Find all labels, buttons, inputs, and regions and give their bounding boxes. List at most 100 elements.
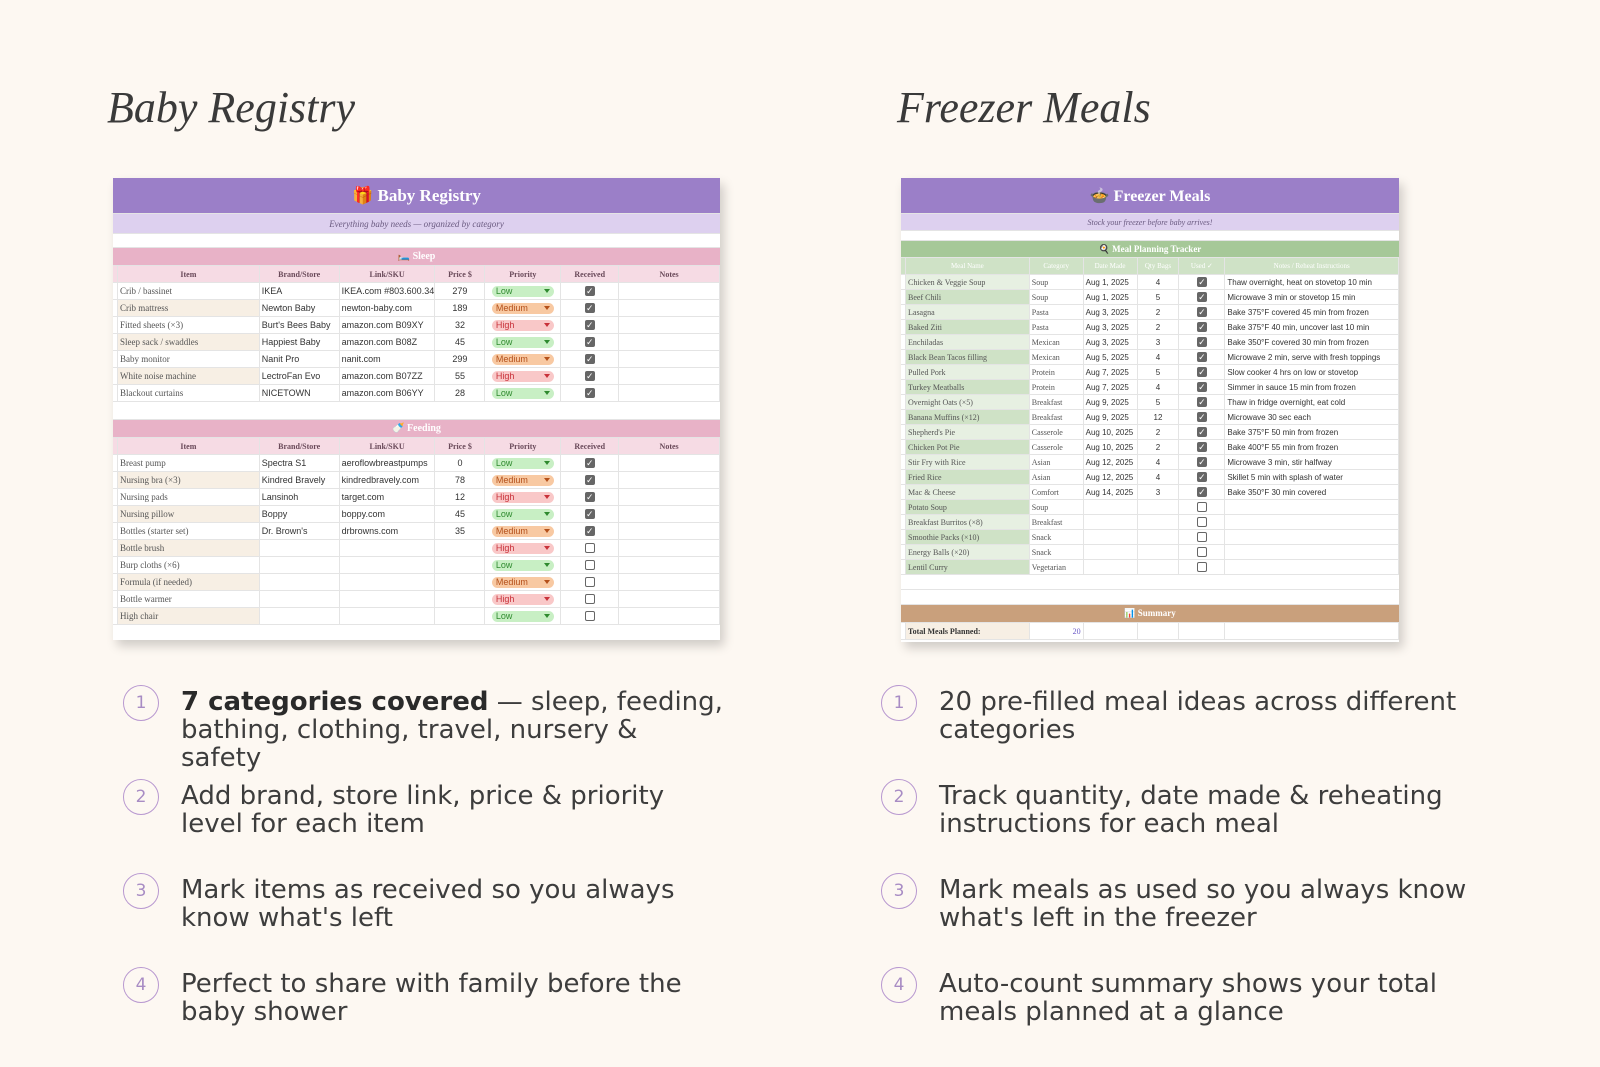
cell: Aug 10, 2025 — [1084, 425, 1138, 439]
cell: Microwave 30 sec each — [1225, 410, 1399, 424]
sheet-row: Nursing bra (×3) Kindred Bravely kindredbr… — [113, 472, 720, 489]
dropdown-arrow — [543, 357, 550, 361]
cell — [901, 560, 906, 574]
cell — [113, 317, 118, 333]
cell: 4 — [1138, 350, 1180, 364]
sheet-row: Fitted sheets (×3) Burt's Bees Baby amazon… — [113, 317, 720, 334]
feature-body: Track quantity, date made & reheating in… — [939, 781, 1443, 839]
cell: Bottle warmer — [118, 591, 260, 607]
registry-sheet: 🎁 Baby Registry Everything baby needs — o… — [113, 178, 720, 640]
cell: Asian — [1030, 455, 1084, 469]
cell — [340, 608, 436, 624]
priority-label: High — [495, 371, 515, 381]
cell: Newton Baby — [260, 300, 340, 316]
priority-label: Low — [495, 509, 513, 519]
dropdown-arrow — [543, 323, 550, 327]
priority-pill: Low — [491, 387, 554, 399]
sheet-subtitle: Stock your freezer before baby arrives! — [901, 214, 1399, 231]
cell: amazon.com B09XY — [340, 317, 436, 333]
cell: Price $ — [435, 438, 486, 454]
checkbox — [584, 594, 595, 604]
checkbox-checked: ✓ — [1196, 486, 1207, 497]
cell — [619, 351, 720, 367]
cell — [340, 540, 436, 556]
cell — [901, 440, 906, 454]
sheet-row — [113, 234, 720, 248]
cell: Medium — [485, 574, 562, 590]
checkbox-checked: ✓ — [1196, 441, 1207, 452]
sheet-row: Lentil Curry Vegetarian — [901, 560, 1399, 575]
cell: Brand/Store — [260, 438, 340, 454]
cell: Overnight Oats (×5) — [906, 395, 1030, 409]
cell: Aug 12, 2025 — [1084, 455, 1138, 469]
priority-pill: Medium — [491, 525, 554, 537]
feature-body: Perfect to share with family before the … — [181, 969, 682, 1027]
sheet-row — [113, 402, 720, 420]
sheet-row: Bottles (starter set) Dr. Brown's drbrowns… — [113, 523, 720, 540]
cell: 2 — [1138, 425, 1180, 439]
cell — [1225, 560, 1399, 574]
sheet-row: Overnight Oats (×5) Breakfast Aug 9, 2025 5… — [901, 395, 1399, 410]
cell: target.com — [340, 489, 436, 505]
cell: Link/SKU — [340, 438, 436, 454]
cell: Soup — [1030, 275, 1084, 289]
sheet-row: Sleep sack / swaddles Happiest Baby amazon… — [113, 334, 720, 351]
cell: Mac & Cheese — [906, 485, 1030, 499]
cell: Bake 375°F 50 min from frozen — [1225, 425, 1399, 439]
checkbox-checked: ✓ — [584, 336, 595, 347]
dropdown-arrow — [543, 461, 550, 465]
cell: 32 — [435, 317, 486, 333]
cell: Aug 3, 2025 — [1084, 305, 1138, 319]
feature-item: 1 7 categories covered — sleep, feeding, … — [123, 685, 723, 772]
cell: ✓ — [1179, 275, 1226, 289]
cell — [561, 608, 620, 624]
sheet-row: Potato Soup Soup — [901, 500, 1399, 515]
cell — [113, 300, 118, 316]
priority-label: Low — [495, 286, 513, 296]
cell: Thaw in fridge overnight, eat cold — [1225, 395, 1399, 409]
checkbox-checked: ✓ — [1196, 471, 1207, 482]
checkbox — [1196, 562, 1207, 572]
cell — [435, 574, 486, 590]
cell — [561, 540, 620, 556]
checkbox-checked: ✓ — [1196, 336, 1207, 347]
sheet-row: Enchiladas Mexican Aug 3, 2025 3 ✓ Bake 350°F… — [901, 335, 1399, 350]
cell: Pasta — [1030, 305, 1084, 319]
dropdown-arrow — [543, 495, 550, 499]
cell: Nanit Pro — [260, 351, 340, 367]
checkbox-checked: ✓ — [584, 370, 595, 381]
cell: Casserole — [1030, 425, 1084, 439]
checkbox-checked: ✓ — [584, 302, 595, 313]
cell: Aug 3, 2025 — [1084, 320, 1138, 334]
bar-text: 🎁 Baby Registry — [352, 185, 481, 205]
cell: Price $ — [435, 266, 486, 282]
cell: Soup — [1030, 290, 1084, 304]
sheet-row: Nursing pads Lansinoh target.com 12 High ✓ — [113, 489, 720, 506]
sheet-row: High chair Low — [113, 608, 720, 625]
cell — [260, 591, 340, 607]
cell — [619, 506, 720, 522]
checkbox-checked: ✓ — [1196, 411, 1207, 422]
priority-label: Medium — [495, 303, 528, 313]
cell: Fitted sheets (×3) — [118, 317, 260, 333]
cell: ✓ — [1179, 335, 1226, 349]
cell: Blackout curtains — [118, 385, 260, 401]
cell: Chicken Pot Pie — [906, 440, 1030, 454]
checkbox-checked: ✓ — [584, 525, 595, 536]
sheet-subtitle: Everything baby needs — organized by cat… — [113, 214, 720, 234]
cell: Aug 10, 2025 — [1084, 440, 1138, 454]
bar-text: 🛏️ Sleep — [397, 251, 436, 262]
cell: Bake 375°F 40 min, uncover last 10 min — [1225, 320, 1399, 334]
cell: Fried Rice — [906, 470, 1030, 484]
cell: ✓ — [1179, 320, 1226, 334]
cell: Chicken & Veggie Soup — [906, 275, 1030, 289]
cell — [113, 283, 118, 299]
cell: Microwave 2 min, serve with fresh toppin… — [1225, 350, 1399, 364]
header-row: Item Brand/Store Link/SKU Price $ Priority Re… — [113, 438, 720, 455]
cell: Notes — [619, 266, 720, 282]
checkbox-checked: ✓ — [584, 353, 595, 364]
cell: High — [485, 317, 562, 333]
cell: Notes / Reheat Instructions — [1225, 258, 1399, 274]
cell: Breast pump — [118, 455, 260, 471]
